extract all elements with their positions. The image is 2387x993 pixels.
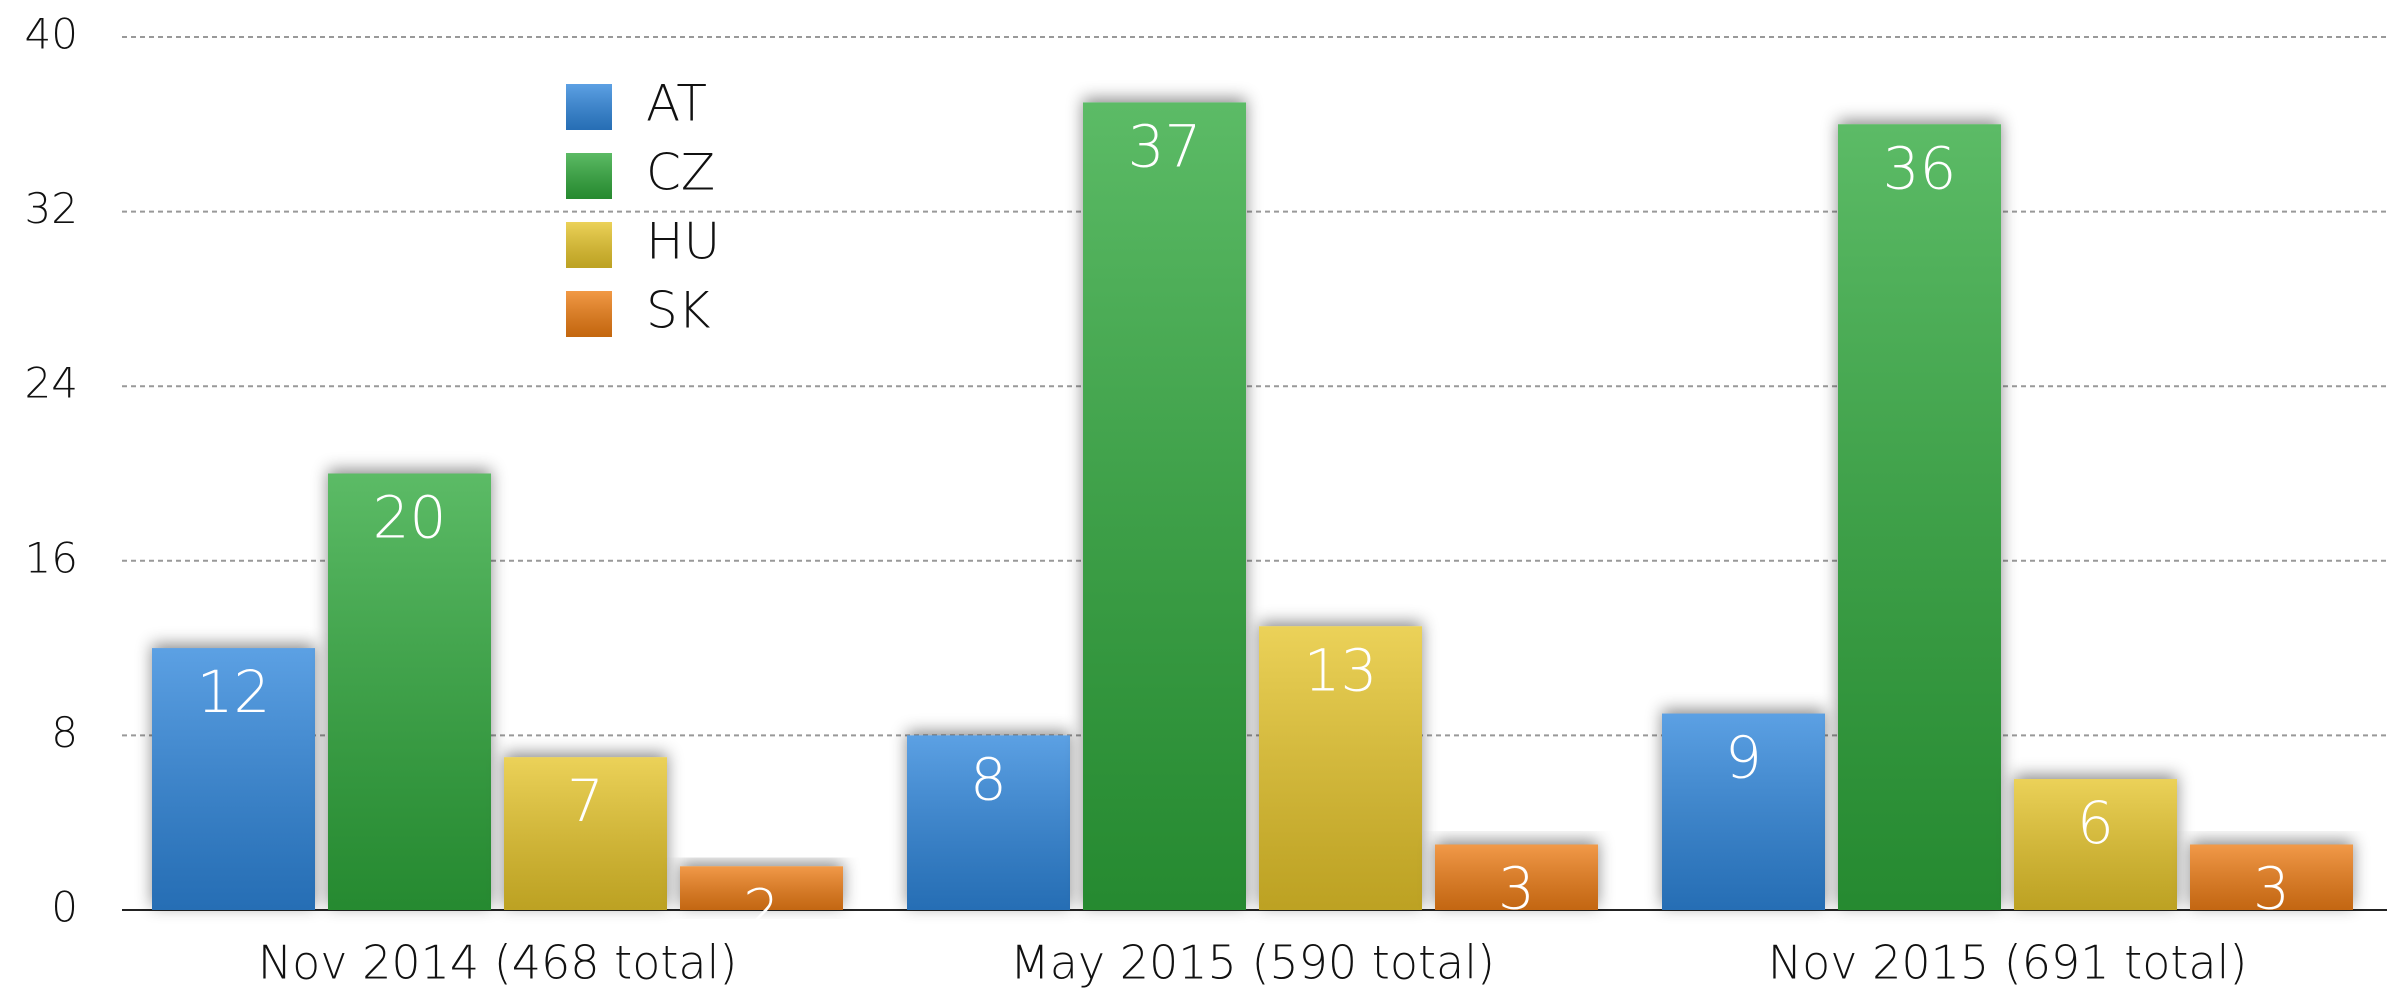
bar-shade bbox=[1435, 844, 1598, 910]
y-tick-label: 8 bbox=[51, 708, 78, 757]
bar-shade bbox=[1259, 626, 1422, 910]
value-label: 20 bbox=[373, 484, 447, 552]
y-tick-label: 16 bbox=[25, 533, 78, 582]
value-label: 6 bbox=[2077, 789, 2114, 857]
legend-swatch-shade bbox=[566, 84, 612, 130]
legend-swatch-shade bbox=[566, 222, 612, 268]
y-tick-label: 24 bbox=[25, 359, 78, 408]
value-label: 13 bbox=[1304, 636, 1378, 704]
bar-shade bbox=[1083, 102, 1246, 911]
legend-label: SK bbox=[646, 282, 711, 340]
bar-shade bbox=[328, 473, 491, 910]
bar-shade bbox=[152, 648, 315, 910]
value-label: 9 bbox=[1725, 724, 1762, 792]
bar-shade bbox=[1838, 124, 2001, 911]
x-tick-label: Nov 2014 (468 total) bbox=[258, 936, 738, 990]
legend-label: HU bbox=[646, 213, 720, 271]
value-label: 36 bbox=[1883, 134, 1957, 202]
bar-shade bbox=[504, 757, 667, 910]
value-label: 12 bbox=[197, 658, 271, 726]
value-label: 8 bbox=[970, 745, 1007, 813]
y-tick-label: 32 bbox=[25, 184, 78, 233]
bar-shade bbox=[2190, 844, 2353, 910]
y-tick-label: 0 bbox=[51, 883, 78, 932]
bar-shade bbox=[1662, 713, 1825, 910]
bar-shade bbox=[680, 866, 843, 910]
bar-shade bbox=[2014, 779, 2177, 910]
legend-swatch-shade bbox=[566, 291, 612, 337]
x-tick-label: May 2015 (590 total) bbox=[1010, 936, 1495, 990]
value-label: 7 bbox=[567, 767, 604, 835]
bar-shade bbox=[907, 735, 1070, 910]
legend-label: CZ bbox=[646, 144, 715, 202]
value-label: 37 bbox=[1128, 112, 1202, 180]
legend-label: AT bbox=[646, 75, 707, 133]
y-tick-label: 40 bbox=[25, 10, 78, 59]
value-label: 2 bbox=[743, 876, 780, 944]
value-label: 3 bbox=[2253, 855, 2290, 923]
x-tick-label: Nov 2015 (691 total) bbox=[1768, 936, 2248, 990]
legend-swatch-shade bbox=[566, 153, 612, 199]
value-label: 3 bbox=[1498, 855, 1535, 923]
